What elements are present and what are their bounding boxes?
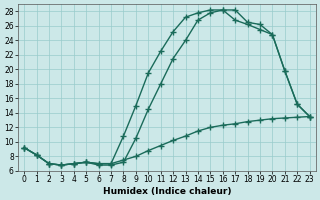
X-axis label: Humidex (Indice chaleur): Humidex (Indice chaleur) <box>103 187 231 196</box>
